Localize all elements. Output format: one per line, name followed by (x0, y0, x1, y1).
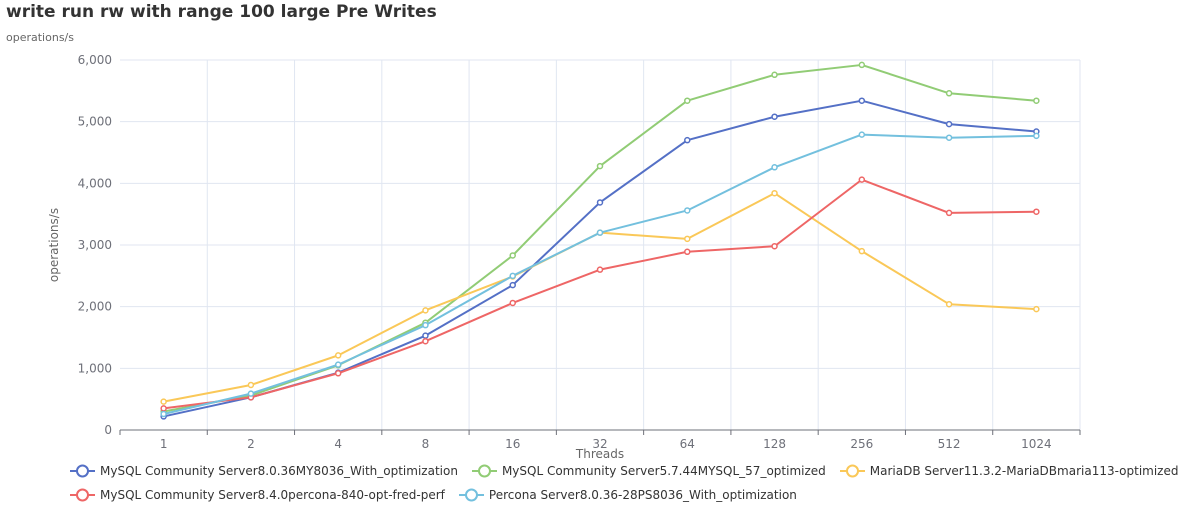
data-point (160, 398, 167, 405)
legend-swatch-icon (839, 464, 865, 478)
data-point (945, 120, 953, 128)
data-point (684, 207, 691, 214)
legend-label: MySQL Community Server5.7.44MYSQL_57_opt… (501, 464, 826, 478)
y-tick-label: 3,000 (78, 238, 112, 252)
x-tick-label: 8 (422, 437, 430, 451)
data-point (160, 410, 167, 418)
legend-swatch-circle (477, 464, 491, 478)
data-point (771, 113, 778, 120)
data-point (1033, 305, 1040, 313)
data-point (1033, 97, 1040, 104)
data-point (945, 300, 953, 308)
y-axis-label: operations/s (47, 208, 61, 282)
legend-label: MySQL Community Server8.4.0percona-840-o… (100, 488, 445, 502)
data-point (334, 352, 342, 359)
data-point (945, 90, 953, 97)
data-point (509, 252, 516, 259)
data-point (422, 337, 429, 345)
legend-label: MariaDB Server11.3.2-MariaDBmaria113-opt… (869, 464, 1179, 478)
data-point (509, 299, 516, 307)
data-point (422, 321, 429, 329)
data-point (1033, 208, 1040, 215)
data-point (247, 381, 255, 389)
x-tick-label: 64 (680, 437, 695, 451)
legend-swatch-circle (76, 488, 89, 502)
data-point (596, 162, 604, 170)
chart-subtitle: operations/s (6, 31, 74, 44)
x-tick-label: 4 (334, 437, 342, 451)
legend-row: MySQL Community Server8.4.0percona-840-o… (70, 483, 1180, 507)
data-point (509, 272, 516, 280)
data-point (596, 229, 604, 236)
data-point (771, 71, 778, 79)
y-tick-label: 1,000 (78, 361, 112, 375)
legend-item[interactable]: MySQL Community Server5.7.44MYSQL_57_opt… (471, 464, 826, 478)
data-point (596, 199, 604, 206)
data-point (771, 189, 778, 197)
legend-item[interactable]: Percona Server8.0.36-28PS8036_With_optim… (458, 488, 797, 502)
data-point (858, 247, 866, 255)
data-point (684, 136, 691, 144)
legend-swatch-icon (70, 464, 95, 478)
data-point (596, 266, 604, 273)
line-chart: 0 1,000 2,000 3,000 4,000 5,000 6,000 1 2 4 8 16 32 6… (47, 53, 1081, 460)
data-point (1033, 132, 1040, 140)
x-tick-label: 128 (763, 437, 786, 451)
legend: MySQL Community Server8.0.36MY8036_With_… (70, 459, 1180, 507)
data-point (858, 97, 866, 104)
legend-label: Percona Server8.0.36-28PS8036_With_optim… (488, 488, 797, 502)
x-tick-label: 32 (592, 437, 607, 451)
x-tick-label: 256 (850, 437, 873, 451)
data-point (422, 307, 429, 314)
x-tick-label: 1 (160, 437, 168, 451)
chart-title: write run rw with range 100 large Pre Wr… (6, 2, 437, 22)
legend-item[interactable]: MySQL Community Server8.0.36MY8036_With_… (70, 464, 458, 478)
legend-swatch-circle (464, 488, 478, 502)
data-point (945, 209, 953, 217)
data-point (160, 405, 167, 412)
data-point (858, 131, 866, 138)
legend-swatch-circle (845, 464, 859, 478)
legend-label: MySQL Community Server8.0.36MY8036_With_… (100, 464, 458, 478)
x-tick-label: 16 (505, 437, 520, 451)
data-point (334, 370, 342, 377)
legend-item[interactable]: MySQL Community Server8.4.0percona-840-o… (70, 488, 445, 502)
y-tick-label: 5,000 (78, 115, 112, 129)
data-point (684, 248, 691, 256)
data-point (684, 235, 691, 243)
y-tick-label: 6,000 (78, 53, 112, 67)
y-tick-label: 0 (104, 423, 112, 437)
series-group (160, 61, 1040, 420)
data-point (422, 332, 429, 339)
data-point (945, 134, 953, 141)
legend-item[interactable]: MariaDB Server11.3.2-MariaDBmaria113-opt… (839, 464, 1179, 478)
axes: 0 1,000 2,000 3,000 4,000 5,000 6,000 1 2 4 8 16 32 6… (78, 53, 1081, 451)
data-point (771, 242, 778, 250)
y-tick-label: 4,000 (78, 176, 112, 190)
x-axis-label: Threads (575, 447, 624, 460)
y-tick-label: 2,000 (78, 300, 112, 314)
data-point (858, 176, 866, 183)
data-point (247, 390, 255, 397)
data-point (509, 281, 516, 289)
legend-row: MySQL Community Server8.0.36MY8036_With_… (70, 459, 1180, 483)
data-point (334, 361, 342, 368)
x-tick-label: 1024 (1021, 437, 1052, 451)
data-point (684, 97, 691, 104)
x-tick-label: 512 (938, 437, 961, 451)
legend-swatch-icon (471, 464, 497, 478)
x-tick-label: 2 (247, 437, 255, 451)
data-point (858, 61, 866, 69)
data-point (771, 164, 778, 171)
legend-swatch-circle (76, 464, 89, 478)
grid-lines (120, 59, 1081, 430)
